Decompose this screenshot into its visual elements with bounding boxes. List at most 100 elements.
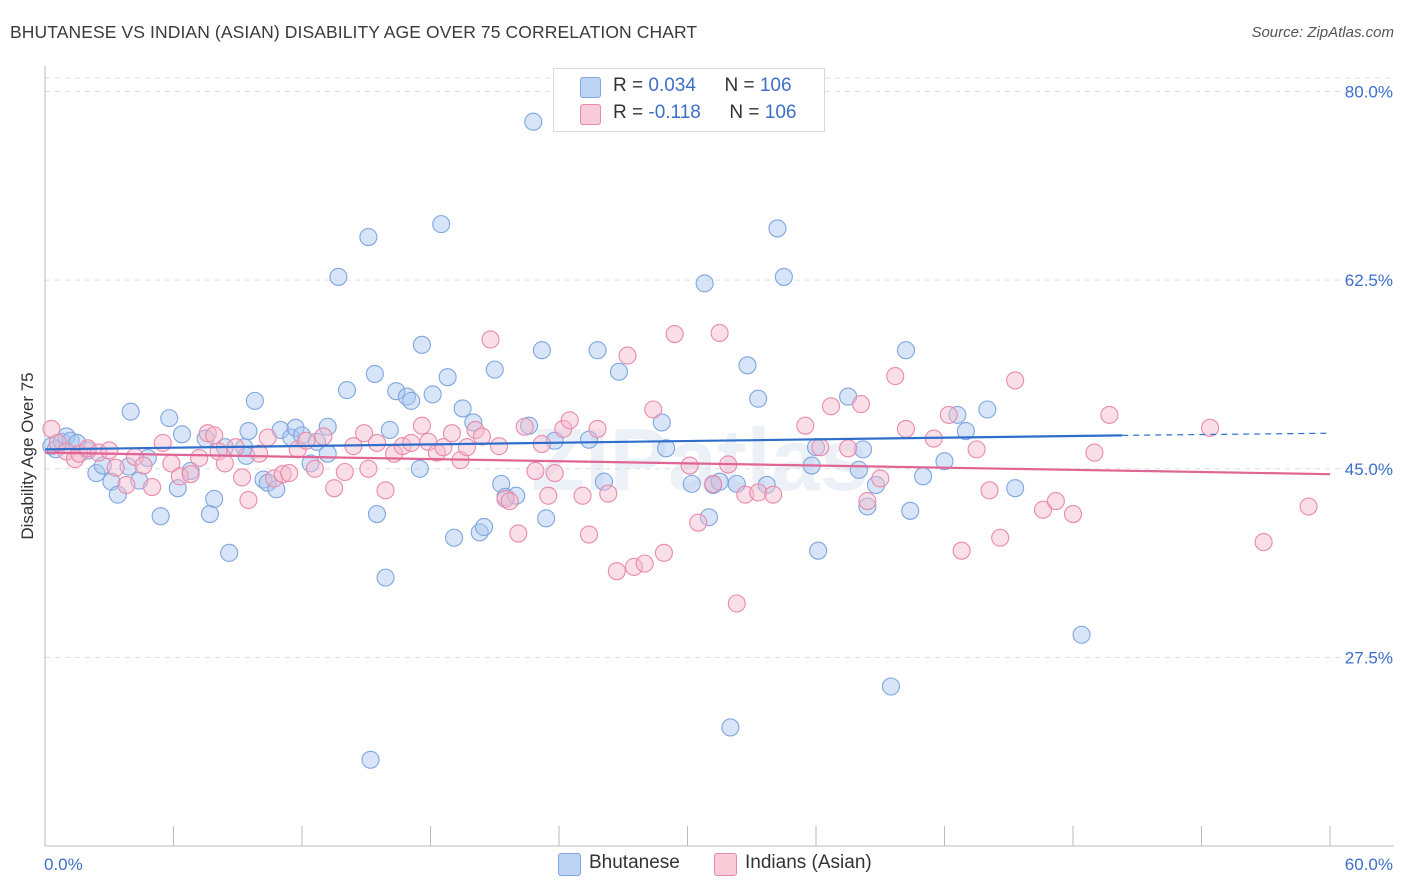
bhutanese-point [423,385,442,404]
indians-point [100,441,119,460]
indians-point [1063,504,1083,524]
indians-point [689,513,708,532]
indians-point [635,554,654,573]
bhutanese-point [432,215,451,234]
bhutanese-point [485,360,504,379]
bhutanese-point [881,677,901,696]
bhutanese-point [402,391,421,410]
y-axis-label: Disability Age Over 75 [18,372,37,540]
indians-point [811,438,830,457]
indians-point [367,433,387,452]
indians-point [509,524,528,543]
indians-point [579,525,599,544]
indians-point [939,405,958,424]
indians-point [749,483,768,502]
indians-trend-line [44,451,1331,476]
bhutanese-point [1006,479,1025,498]
bhutanese-point [267,480,286,499]
indians-point [481,330,500,349]
bhutanese-point [896,341,916,360]
bottom-legend-label: Indians (Asian) [745,852,872,873]
indians-point [376,481,395,500]
legend-r-label: R = [613,75,649,96]
bhutanese-point [286,418,305,437]
indians-point [402,433,421,452]
bhutanese-point [858,497,877,516]
indians-point [143,478,162,497]
bhutanese-point [245,391,264,410]
indians-point [106,458,125,477]
indians-point [727,594,746,613]
indians-point [457,438,476,457]
bhutanese-point [376,568,395,587]
legend-n-label: N = [729,102,765,123]
bhutanese-point [119,457,138,476]
indians-point [359,459,378,478]
indians-point [539,486,558,505]
legend-n-value: 106 [759,75,792,96]
indians-point [618,346,637,365]
bhutanese-point [453,399,472,418]
bhutanese-trend-line [44,434,1123,451]
bhutanese-point [849,460,868,479]
indians-point [412,416,431,435]
bhutanese-point [367,504,387,524]
bhutanese-point [699,508,718,527]
bhutanese-point [318,417,337,436]
indians-point [489,437,509,456]
indians-point [821,397,841,416]
indians-point [325,479,344,498]
bhutanese-point [978,400,997,419]
bhutanese-point [652,413,671,432]
bhutanese-point [901,501,920,520]
x-tick-label: 60.0% [1345,855,1393,874]
bhutanese-point [682,474,701,493]
indians-point [1299,497,1318,516]
bhutanese-point [412,335,431,354]
indians-point [896,419,916,438]
legend-r-label: R = [613,102,649,123]
bhutanese-point [914,467,933,486]
indians-point [250,444,269,463]
indians-point [607,562,626,581]
legend-swatch-blue [580,77,601,98]
bhutanese-point [854,440,873,459]
legend-r-value: 0.034 [648,75,696,96]
indians-point [704,474,723,493]
indians-point [232,468,252,487]
gridlines [45,77,1394,658]
bhutanese-point [200,504,219,524]
bhutanese-point [160,409,179,428]
indians-point [273,465,292,484]
indians-point [654,543,673,562]
indians-point [952,541,971,560]
bhutanese-point [445,528,464,547]
bhutanese-point [387,382,406,401]
bhutanese-point [695,274,714,293]
legend-n-value: 106 [764,102,797,123]
bottom-legend-swatch-blue [558,853,581,876]
x-tick-label: 0.0% [44,855,83,874]
legend-swatch-pink [580,104,601,125]
legend-r-value: -0.118 [648,102,701,123]
indians-point [624,557,644,576]
bhutanese-point [749,389,768,408]
indians-series [42,323,1318,613]
trend-lines [44,432,1331,476]
indians-point [258,428,277,447]
bhutanese-point [361,750,380,769]
indians-point [239,490,258,510]
bhutanese-point [809,541,828,560]
indians-point [560,411,579,430]
indians-point [886,367,905,386]
indians-point [796,416,815,435]
indians-point [1046,492,1065,511]
y-tick-label: 45.0% [1345,460,1393,479]
bhutanese-point [956,422,975,441]
bhutanese-point [365,364,384,383]
bhutanese-point [410,459,429,478]
bhutanese-point [359,228,378,247]
source-label: Source: ZipAtlas.com [1251,24,1394,41]
bhutanese-point [524,112,543,131]
bhutanese-point [1072,625,1091,644]
